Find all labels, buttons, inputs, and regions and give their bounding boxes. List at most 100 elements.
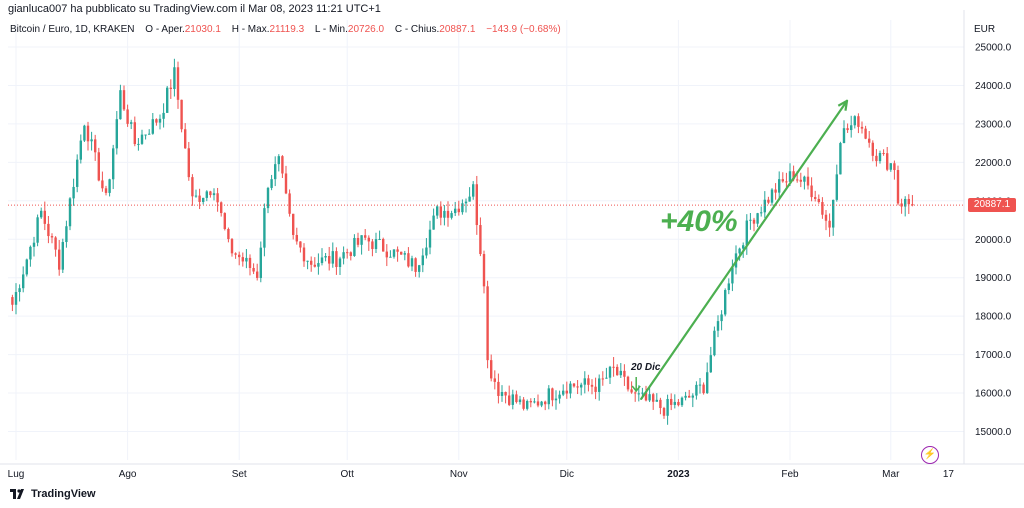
- candle: [900, 198, 903, 214]
- tradingview-brand[interactable]: TradingView: [10, 488, 96, 500]
- candle: [666, 394, 669, 425]
- candle: [223, 212, 226, 231]
- candle: [886, 147, 889, 172]
- candle: [79, 134, 82, 164]
- candle: [569, 381, 572, 399]
- candle: [378, 230, 381, 241]
- candle: [846, 123, 849, 133]
- candle: [54, 236, 57, 257]
- date-arrow-head: [631, 385, 641, 393]
- candle: [184, 123, 187, 149]
- candle: [461, 199, 464, 215]
- candle: [857, 113, 860, 134]
- candle: [400, 251, 403, 255]
- trend-line-annotation[interactable]: [631, 99, 849, 400]
- open-label: O - Aper.: [145, 24, 185, 35]
- candle: [306, 260, 309, 270]
- candle: [522, 397, 525, 411]
- candle: [140, 129, 144, 145]
- candle: [320, 248, 324, 266]
- candle: [410, 255, 414, 272]
- candle: [670, 393, 673, 411]
- candle: [652, 392, 655, 410]
- candle: [691, 393, 694, 408]
- candle: [608, 365, 612, 385]
- candle: [565, 381, 568, 399]
- candle: [205, 190, 208, 202]
- candle: [450, 210, 453, 220]
- candle: [850, 115, 853, 138]
- y-tick-label: 22000.0: [975, 158, 1012, 169]
- candle: [745, 214, 748, 255]
- candle: [288, 189, 291, 217]
- y-tick-label: 20000.0: [975, 235, 1012, 246]
- candle: [274, 156, 277, 187]
- candle: [335, 247, 338, 275]
- candle: [252, 263, 255, 275]
- candle: [623, 364, 626, 386]
- trend-arrow-line[interactable]: [640, 99, 849, 400]
- candle: [601, 371, 604, 386]
- candle: [799, 172, 802, 188]
- candle: [169, 79, 172, 99]
- candle: [576, 380, 579, 395]
- candle: [493, 370, 496, 390]
- publisher-line: gianluca007 ha pubblicato su TradingView…: [8, 3, 381, 15]
- candle: [673, 394, 676, 409]
- percent-annotation[interactable]: +40%: [660, 205, 738, 238]
- candle: [896, 165, 900, 206]
- candle: [626, 375, 630, 392]
- x-tick-label: Ago: [119, 469, 137, 480]
- candle: [68, 197, 72, 231]
- candle: [108, 178, 111, 197]
- price-axis[interactable]: 15000.0 16000.0 17000.0 18000.0 19000.0 20000…: [963, 10, 1012, 464]
- time-axis[interactable]: Lug Ago Set Ott Nov Dic 2023 Feb Mar 17: [0, 463, 1024, 480]
- candle: [151, 112, 154, 135]
- candle: [360, 235, 363, 255]
- candle: [695, 381, 698, 400]
- candle: [418, 264, 421, 278]
- candle: [853, 115, 856, 129]
- candle: [25, 258, 28, 277]
- candle: [860, 121, 864, 134]
- candle: [425, 238, 428, 259]
- candle: [112, 144, 115, 190]
- candle: [187, 141, 190, 181]
- candle: [810, 177, 813, 202]
- candle: [803, 175, 806, 190]
- candle: [547, 385, 550, 410]
- candle: [868, 131, 871, 148]
- candle: [464, 198, 468, 213]
- candle: [497, 373, 500, 404]
- candle: [544, 400, 547, 411]
- candle: [598, 374, 601, 401]
- candle: [349, 251, 352, 261]
- y-tick-label: 23000.0: [975, 119, 1012, 130]
- candle: [58, 239, 61, 276]
- candle: [839, 141, 842, 175]
- candle: [43, 201, 46, 231]
- candle: [212, 188, 216, 201]
- candle: [911, 195, 914, 207]
- candle: [299, 241, 302, 253]
- candle: [756, 212, 759, 228]
- candle: [284, 165, 288, 195]
- symbol-name[interactable]: Bitcoin / Euro, 1D, KRAKEN: [10, 24, 135, 35]
- candle: [716, 315, 720, 338]
- candle: [40, 207, 43, 219]
- candle: [367, 235, 370, 251]
- candle: [126, 104, 129, 127]
- candle: [468, 187, 471, 202]
- last-price-tag: 20887.1: [968, 198, 1016, 212]
- date-annotation[interactable]: 20 Dic: [631, 362, 661, 373]
- candle: [162, 103, 165, 128]
- candle: [191, 174, 194, 206]
- candle: [22, 266, 25, 293]
- candle: [634, 391, 637, 402]
- candle: [382, 237, 385, 252]
- candle: [540, 400, 543, 408]
- lightning-icon[interactable]: ⚡: [921, 446, 939, 464]
- candle: [752, 217, 756, 232]
- candle: [220, 201, 223, 217]
